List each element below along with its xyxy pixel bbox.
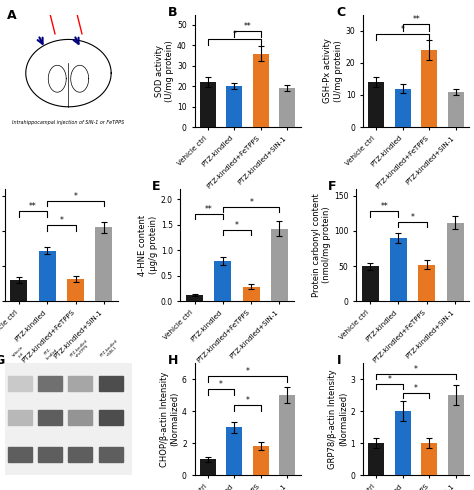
Text: A: A <box>7 9 16 22</box>
Text: **: ** <box>29 202 37 211</box>
Text: C: C <box>337 6 346 19</box>
Text: *: * <box>410 213 415 222</box>
Bar <box>8 410 32 425</box>
Text: *: * <box>232 30 236 39</box>
Bar <box>99 376 123 391</box>
Text: H: H <box>168 354 178 367</box>
Bar <box>68 410 92 425</box>
Text: *: * <box>73 192 77 201</box>
Bar <box>38 447 62 462</box>
Bar <box>38 376 62 391</box>
Text: G: G <box>0 354 5 367</box>
Bar <box>10 280 27 301</box>
Bar <box>200 82 216 127</box>
Text: F: F <box>328 180 336 193</box>
Y-axis label: Protein carbonyl content
(nmol/mg protein): Protein carbonyl content (nmol/mg protei… <box>311 193 331 297</box>
Bar <box>448 92 464 127</box>
Bar <box>38 410 62 425</box>
Bar <box>368 443 384 475</box>
Text: I: I <box>337 354 341 367</box>
Bar <box>227 86 242 127</box>
Text: E: E <box>152 180 161 193</box>
Bar <box>68 447 92 462</box>
Bar <box>67 279 84 301</box>
Y-axis label: SOD activity
(U/mg protein): SOD activity (U/mg protein) <box>155 40 174 102</box>
Bar <box>362 266 379 301</box>
Bar <box>390 238 407 301</box>
Bar <box>227 427 242 475</box>
Text: **: ** <box>205 205 212 214</box>
Bar <box>8 447 32 462</box>
Text: *: * <box>401 25 405 34</box>
Text: *: * <box>59 217 64 225</box>
Bar <box>99 410 123 425</box>
Text: *: * <box>235 220 239 230</box>
Text: PTZ-
kindled: PTZ- kindled <box>42 345 58 361</box>
Bar <box>99 447 123 462</box>
Bar <box>395 411 411 475</box>
Text: *: * <box>246 396 249 405</box>
Text: *: * <box>249 197 253 207</box>
Bar <box>253 53 269 127</box>
Text: PTZ-kindled
+SIN-1: PTZ-kindled +SIN-1 <box>100 339 122 361</box>
Bar <box>8 376 32 391</box>
Text: PTZ-kindled
+FeTPPS: PTZ-kindled +FeTPPS <box>69 339 91 361</box>
Text: *: * <box>414 385 418 393</box>
Text: **: ** <box>381 202 388 211</box>
Bar <box>418 265 435 301</box>
Bar <box>214 261 231 301</box>
Bar <box>186 295 203 301</box>
Bar <box>448 395 464 475</box>
Y-axis label: CHOP/β-actin Intensity
(Normalized): CHOP/β-actin Intensity (Normalized) <box>160 371 179 467</box>
Text: *: * <box>219 380 223 389</box>
Bar <box>447 222 464 301</box>
Bar <box>395 89 411 127</box>
Bar <box>280 395 295 475</box>
Y-axis label: GRP78/β-actin Intensity
(Normalized): GRP78/β-actin Intensity (Normalized) <box>328 369 348 469</box>
Text: Intrahippocampal injection of SIN-1 or FeTPPS: Intrahippocampal injection of SIN-1 or F… <box>12 120 125 125</box>
Text: *: * <box>388 375 392 384</box>
Text: **: ** <box>412 15 420 24</box>
Y-axis label: GSH-Px activity
(U/mg protein): GSH-Px activity (U/mg protein) <box>323 38 343 103</box>
Bar <box>68 376 92 391</box>
Bar <box>243 287 260 301</box>
Bar <box>200 459 216 475</box>
Text: *: * <box>414 365 418 374</box>
Bar <box>280 88 295 127</box>
Bar <box>95 227 112 301</box>
Text: B: B <box>168 6 177 19</box>
Text: **: ** <box>244 22 252 31</box>
Bar <box>421 50 438 127</box>
Bar <box>421 443 438 475</box>
Text: Vehicle
ctrl: Vehicle ctrl <box>12 345 27 361</box>
Text: *: * <box>246 367 249 376</box>
Bar <box>253 446 269 475</box>
Bar <box>39 250 56 301</box>
Y-axis label: 4-HNE content
(μg/g protein): 4-HNE content (μg/g protein) <box>138 215 158 275</box>
Bar <box>271 229 288 301</box>
Bar <box>368 82 384 127</box>
